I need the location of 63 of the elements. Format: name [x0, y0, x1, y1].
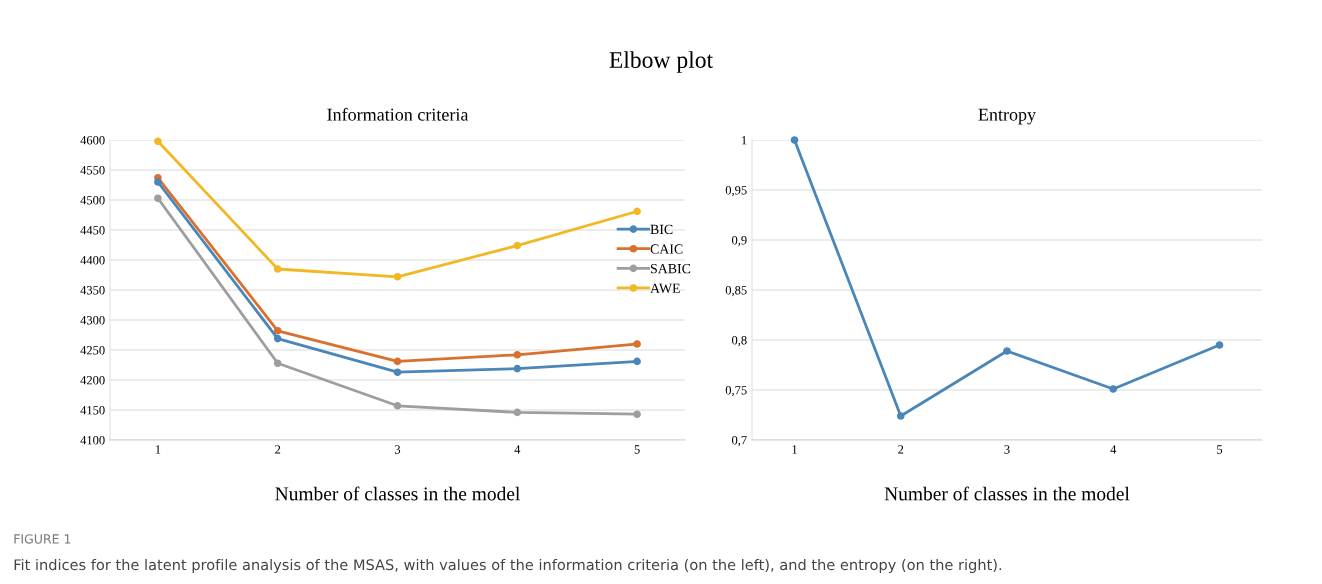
legend-label: CAIC	[650, 244, 683, 254]
point	[393, 401, 402, 410]
y-tick-label: 4450	[80, 226, 105, 235]
y-tick-label: 1	[741, 136, 747, 145]
text: Fit indices for the latent profile analysis of the MSAS, with values of the information criteria (on the left), and the entropy (on the right).	[14, 558, 1002, 574]
y-tick-label: 4200	[80, 376, 105, 385]
x-tick-label: 2	[275, 445, 281, 454]
x-axis-title: Number of classes in the model	[275, 486, 520, 501]
point	[513, 350, 522, 359]
y-tick-label: 4250	[80, 346, 105, 355]
y-tick-label: 4100	[80, 436, 105, 445]
point	[896, 412, 905, 420]
point	[633, 410, 641, 419]
point	[513, 408, 522, 417]
point	[393, 272, 402, 281]
legend-label: SABIC	[650, 264, 691, 274]
point	[513, 241, 522, 250]
point	[273, 359, 282, 368]
point	[273, 334, 282, 343]
y-tick-label: 0,8	[731, 336, 747, 347]
point	[633, 357, 641, 366]
x-tick-label: 4	[514, 445, 521, 454]
x-axis-title: Number of classes in the model	[884, 486, 1130, 501]
y-tick-label: 4500	[80, 196, 105, 205]
point	[1109, 385, 1118, 393]
x-tick-label: 3	[1004, 445, 1010, 454]
point	[633, 340, 641, 348]
point	[393, 368, 402, 377]
y-tick-label: 4400	[80, 256, 105, 265]
chart-title: Entropy	[978, 108, 1037, 125]
point	[790, 136, 799, 144]
text: Elbow plot	[609, 51, 713, 73]
legend-label: AWE	[650, 283, 680, 294]
point	[154, 137, 162, 146]
point	[1003, 347, 1011, 355]
point	[393, 357, 402, 366]
x-tick-label: 3	[394, 445, 401, 454]
caption: FIGURE 1	[14, 534, 71, 544]
y-tick-label: 4350	[80, 286, 105, 295]
y-tick-label: 0,95	[725, 186, 747, 197]
point	[154, 194, 162, 203]
x-tick-label: 1	[155, 445, 161, 454]
y-tick-label: 0,85	[725, 286, 747, 297]
point	[273, 326, 282, 335]
y-tick-label: 4300	[80, 316, 105, 325]
point	[273, 265, 282, 273]
legend-label: BIC	[650, 224, 673, 235]
y-tick-label: 4600	[80, 136, 105, 145]
y-tick-label: 0,7	[731, 436, 747, 447]
y-tick-label: 4550	[80, 166, 105, 175]
y-tick-label: 0,9	[731, 236, 747, 247]
point	[513, 364, 522, 373]
x-tick-label: 2	[898, 445, 904, 454]
point	[633, 207, 641, 216]
y-tick-label: 4150	[80, 406, 105, 415]
x-tick-label: 5	[1217, 445, 1223, 454]
x-tick-label: 4	[1110, 445, 1117, 454]
point	[1215, 341, 1224, 349]
x-tick-label: 1	[792, 445, 797, 454]
y-tick-label: 0,75	[725, 386, 747, 397]
point	[154, 178, 162, 186]
x-tick-label: 5	[634, 445, 640, 454]
chart-title: Information criteria	[327, 107, 469, 121]
